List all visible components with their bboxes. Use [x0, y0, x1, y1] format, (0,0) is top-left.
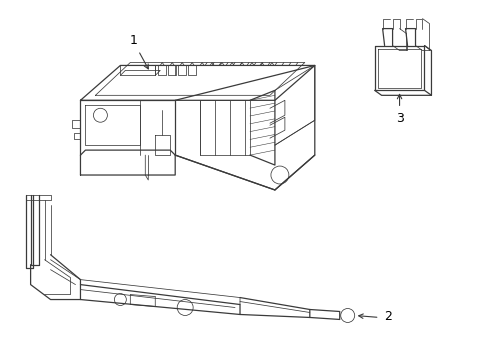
Text: 2: 2 [385, 310, 392, 323]
Text: 1: 1 [129, 33, 137, 46]
Text: 3: 3 [395, 112, 403, 125]
